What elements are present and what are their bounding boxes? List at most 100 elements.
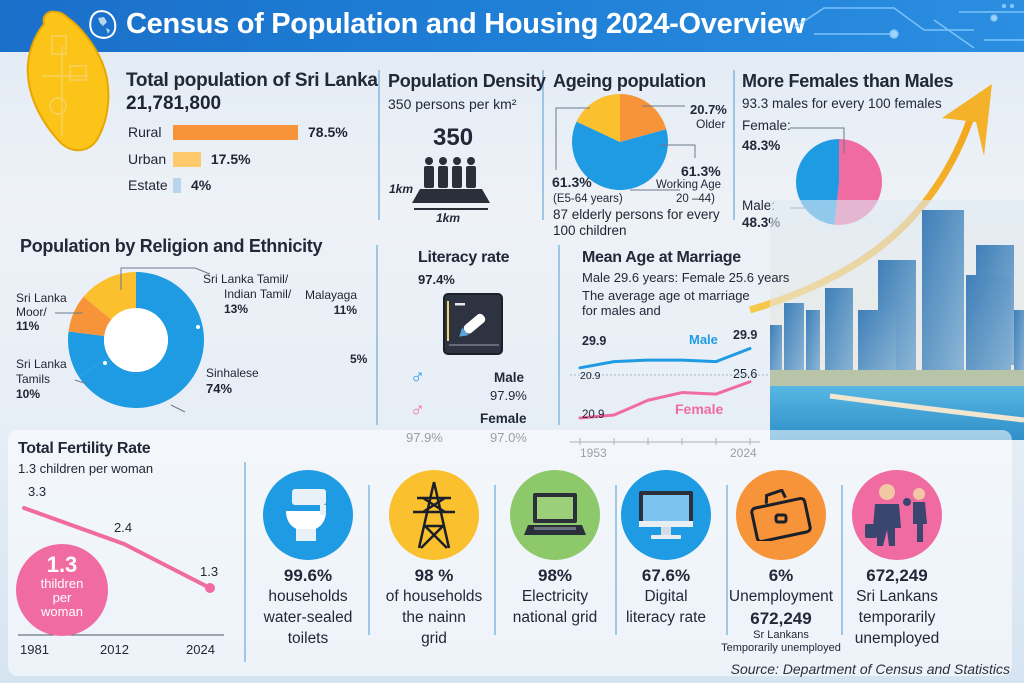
- x-tick-label: 2024: [186, 642, 215, 657]
- stat-text: Electricity: [521, 588, 589, 605]
- density-side-label: 1km: [389, 182, 414, 196]
- stat-small-text: Sr Lankans: [753, 629, 809, 641]
- gender-female-label: Female:: [742, 118, 791, 133]
- religion-donut-chart: [68, 272, 204, 408]
- source-credit: Source: Department of Census and Statist…: [730, 661, 1010, 677]
- religion-label-malayaga: Malayaga 11%: [305, 288, 358, 317]
- marriage-female-start: 20.9: [582, 409, 605, 421]
- pie-slice-sri-lanka-tamil-indian-tamil: [83, 272, 136, 320]
- briefcase-icon: [736, 470, 826, 560]
- fertility-end-point: [205, 583, 215, 593]
- stat-value: 6%: [768, 566, 794, 585]
- monitor-icon: [621, 470, 711, 560]
- divider: [558, 245, 560, 425]
- stat-small-text: Temporarily unemployed: [721, 642, 841, 654]
- literacy-section: Literacy rate 97.4%: [418, 249, 510, 287]
- fertility-title: Total Fertility Rate: [18, 440, 151, 457]
- x-tick-label: 1981: [20, 642, 49, 657]
- stat-text: the nainn: [402, 609, 466, 626]
- religion-leader-lines: [55, 267, 211, 413]
- stat-item: 67.6% Digital literacy rate: [604, 566, 728, 628]
- marriage-title: Mean Age at Marriage: [582, 249, 741, 266]
- ageing-working-label: Working Age: [656, 179, 721, 191]
- divider: [726, 485, 728, 635]
- marriage-desc-1: The average age ot marriage: [582, 288, 750, 303]
- literacy-male-value: 97.9%: [490, 388, 527, 403]
- fertility-subtitle: 1.3 children per woman: [18, 461, 154, 476]
- marriage-subtitle: Male 29.6 years: Female 25.6 years: [582, 270, 790, 285]
- globe-icon: [89, 10, 117, 39]
- divider: [542, 70, 544, 220]
- donut-hole: [104, 308, 168, 372]
- bar-label: Urban: [128, 151, 167, 167]
- stat-text: Digital: [644, 588, 688, 605]
- pie-slice-other: [576, 94, 620, 142]
- pie-slice-sinhalese: [78, 272, 204, 408]
- stat-value-secondary: 672,249: [750, 609, 812, 628]
- series-line-female: [578, 380, 752, 420]
- marriage-section: Mean Age at Marriage Male 29.6 years: Fe…: [582, 249, 789, 318]
- stat-text: Sri Lankans: [856, 588, 938, 605]
- stat-value: 98 %: [414, 566, 454, 585]
- fertility-line-chart: 3.3 2.4 1.3 1981 2012 2024: [18, 484, 224, 657]
- total-population-value: 21,781,800: [126, 93, 222, 114]
- marriage-male-label: Male: [689, 332, 718, 347]
- x-tick-label: 2012: [100, 642, 129, 657]
- stat-text: of households: [385, 588, 483, 605]
- marriage-desc-2: for males and: [582, 303, 661, 318]
- religion-label-tamils: Sri Lanka Tamils 10%: [16, 357, 67, 401]
- stat-value: 98%: [537, 566, 573, 585]
- stat-text: unemployed: [854, 630, 940, 647]
- marriage-male-end: 29.9: [733, 328, 758, 342]
- divider: [244, 462, 246, 662]
- data-label: 2.4: [114, 520, 132, 535]
- data-label: 1.3: [200, 564, 218, 579]
- toilet-icon: [263, 470, 353, 560]
- religion-label-extra: 5%: [350, 352, 368, 366]
- stat-text: national grid: [512, 609, 598, 626]
- male-symbol-icon: ♂: [410, 366, 425, 388]
- ageing-left-pct: 61.3%: [552, 174, 592, 190]
- sri-lanka-map-icon: [26, 10, 110, 152]
- pie-slice-sri-lanka-moor: [68, 296, 112, 336]
- bar-value: 17.5%: [210, 151, 251, 167]
- unemployed-people-icon: [852, 470, 942, 560]
- ageing-older-pct: 20.7%: [690, 102, 727, 117]
- gender-female-pct: 48.3%: [742, 138, 781, 153]
- bar-value: 78.5%: [308, 124, 348, 140]
- stat-text: temporarily: [858, 609, 936, 626]
- divider: [376, 245, 378, 425]
- divider: [615, 485, 617, 635]
- religion-label-sinhalese: Sinhalese 74%: [206, 366, 259, 396]
- density-title: Population Density: [388, 71, 546, 91]
- bar-fill: [173, 151, 201, 167]
- fertility-section: Total Fertility Rate 1.3 children per wo…: [18, 440, 153, 476]
- density-number: 350: [433, 124, 474, 151]
- stat-item: 6% Unemployment 672,249 Sr Lankans Temporari…: [719, 566, 843, 655]
- bar-value: 4%: [191, 177, 212, 193]
- bar-row-urban: Urban 17.5%: [128, 150, 251, 168]
- ageing-older-label: Older: [696, 117, 726, 131]
- ageing-pie-chart: [572, 94, 668, 190]
- people-group-icon: [412, 157, 490, 210]
- stat-value: 67.6%: [641, 566, 691, 585]
- literacy-female-label: Female: [480, 411, 527, 426]
- power-tower-icon: [389, 470, 479, 560]
- density-bottom-label: 1km: [436, 211, 461, 225]
- stat-text: water-sealed: [263, 609, 353, 626]
- gender-title: More Females than Males: [742, 71, 954, 91]
- divider: [733, 70, 735, 220]
- literacy-male-label: Male: [494, 370, 525, 385]
- bar-label: Estate: [128, 177, 168, 193]
- pie-slice-sri-lanka-tamils: [68, 331, 109, 377]
- bar-label: Rural: [128, 124, 162, 140]
- bar-row-rural: Rural 78.5%: [128, 123, 348, 141]
- divider: [494, 485, 496, 635]
- stat-item: 672,249 Sri Lankans temporarily unemployed: [835, 566, 959, 649]
- marriage-female-end: 25.6: [733, 367, 758, 381]
- page-title: Census of Population and Housing 2024-Ov…: [126, 8, 806, 40]
- gender-subtitle: 93.3 males for every 100 females: [742, 96, 942, 111]
- literacy-value: 97.4%: [418, 272, 455, 287]
- stat-text: grid: [421, 630, 447, 647]
- stat-item: 98% Electricity national grid: [493, 566, 617, 628]
